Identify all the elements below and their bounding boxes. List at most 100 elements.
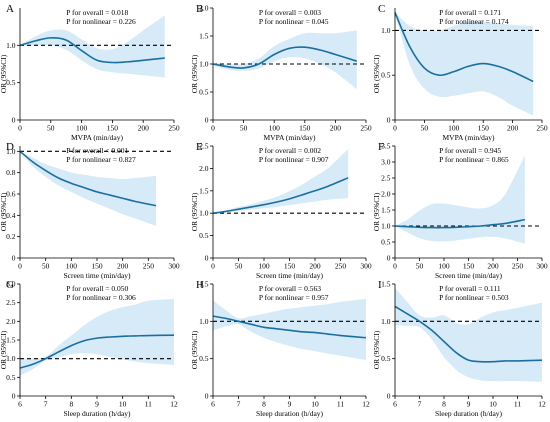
panel-c: C 0 50 100 150 200 250 0 0.5 1.0 MVPA (min/day) OR … — [372, 3, 548, 142]
x-tick-label: 100 — [438, 262, 450, 271]
x-tick-label: 50 — [416, 262, 424, 271]
y-tick-label: 1.5 — [381, 206, 391, 215]
p-overall-text: P for overall = 0.563 — [259, 284, 321, 293]
y-tick-label: 0 — [205, 392, 209, 401]
p-nonlinear-text: P for nonlinear = 0.827 — [66, 155, 136, 164]
x-tick-label: 50 — [42, 262, 50, 271]
y-axis-title: OR (95%CI) — [190, 192, 199, 231]
p-nonlinear-text: P for nonlinear = 0.907 — [259, 155, 329, 164]
y-axis-title: OR (95%CI) — [0, 192, 8, 231]
p-overall-text: P for overall = 0.171 — [439, 8, 501, 17]
p-nonlinear-text: P for nonlinear = 0.174 — [439, 17, 509, 26]
y-axis-title: OR (95%CI) — [190, 54, 199, 93]
panel-letter: G — [6, 279, 14, 291]
x-axis-title: Screen time (min/day) — [63, 271, 131, 280]
y-tick-label: 0 — [387, 116, 391, 125]
y-tick-label: 1.0 — [6, 147, 16, 156]
x-tick-label: 150 — [284, 262, 296, 271]
ci-band — [213, 149, 349, 214]
ci-band — [395, 155, 525, 244]
x-tick-label: 300 — [168, 262, 180, 271]
x-tick-label: 0 — [18, 262, 22, 271]
x-tick-label: 150 — [107, 124, 119, 133]
y-tick-label: 2.5 — [199, 142, 209, 151]
x-tick-label: 100 — [258, 262, 270, 271]
panel-letter: A — [6, 3, 14, 15]
p-nonlinear-text: P for nonlinear = 0.306 — [66, 293, 136, 302]
y-tick-label: 1.0 — [381, 317, 391, 326]
y-tick-label: 2.5 — [6, 298, 16, 307]
y-axis-title: OR (95%CI) — [372, 192, 381, 231]
x-tick-label: 250 — [143, 262, 155, 271]
or-curve — [394, 12, 534, 83]
x-tick-label: 10 — [311, 400, 319, 409]
y-tick-label: 1.0 — [199, 317, 209, 326]
panel-g: G 6 7 8 9 10 11 12 0 0.5 1.0 1.5 2.0 2.5 3.0 Sleep dura… — [0, 279, 178, 418]
ci-band — [213, 30, 357, 90]
x-tick-label: 100 — [66, 262, 78, 271]
y-tick-label: 1.0 — [199, 209, 209, 218]
x-tick-label: 300 — [360, 262, 372, 271]
x-tick-label: 50 — [47, 124, 55, 133]
x-tick-label: 11 — [145, 400, 152, 409]
p-overall-text: P for overall = 0.050 — [66, 284, 128, 293]
x-tick-label: 100 — [448, 124, 460, 133]
panel-letter: I — [378, 279, 382, 291]
ci-band — [395, 12, 534, 116]
panel-letter: C — [378, 3, 385, 15]
panel-letter: H — [196, 279, 204, 291]
p-nonlinear-text: P for nonlinear = 0.865 — [439, 155, 509, 164]
panel-d: D 0 50 100 150 200 250 300 0 0.2 0.4 0.6 0.8 1.0 Scree… — [0, 141, 180, 280]
y-tick-label: 1.0 — [6, 41, 16, 50]
x-axis-title: Sleep duration (h/day) — [256, 409, 324, 418]
y-tick-label: 0 — [205, 254, 209, 263]
x-tick-label: 8 — [262, 400, 266, 409]
y-tick-label: 2.5 — [381, 174, 391, 183]
x-tick-label: 11 — [337, 400, 344, 409]
panel-letter: D — [6, 141, 14, 153]
p-nonlinear-text: P for nonlinear = 0.226 — [66, 17, 136, 26]
y-tick-label: 1.5 — [6, 336, 16, 345]
y-tick-label: 2.0 — [199, 4, 209, 13]
p-overall-text: P for overall = 0.945 — [439, 146, 501, 155]
x-axis-title: Sleep duration (h/day) — [63, 409, 131, 418]
y-tick-label: 2.0 — [199, 164, 209, 173]
x-tick-label: 6 — [18, 400, 22, 409]
panel-letter: E — [196, 141, 203, 153]
y-tick-label: 1.0 — [6, 354, 16, 363]
x-tick-label: 150 — [299, 124, 311, 133]
y-tick-label: 0 — [12, 254, 16, 263]
y-tick-label: 0.4 — [6, 211, 16, 220]
x-tick-label: 200 — [330, 124, 342, 133]
x-tick-label: 200 — [487, 262, 499, 271]
x-tick-label: 50 — [235, 262, 243, 271]
x-tick-label: 50 — [240, 124, 248, 133]
y-axis-title: OR (95%CI) — [372, 330, 381, 369]
x-tick-label: 7 — [418, 400, 422, 409]
x-tick-label: 250 — [335, 262, 347, 271]
p-nonlinear-text: P for nonlinear = 0.045 — [259, 17, 329, 26]
x-tick-label: 100 — [76, 124, 88, 133]
y-tick-label: 0 — [12, 116, 16, 125]
y-tick-label: 1.5 — [199, 280, 209, 289]
x-tick-label: 8 — [69, 400, 73, 409]
x-tick-label: 9 — [467, 400, 471, 409]
x-tick-label: 6 — [393, 400, 397, 409]
x-tick-label: 7 — [44, 400, 48, 409]
y-tick-label: 0 — [12, 392, 16, 401]
x-tick-label: 12 — [362, 400, 370, 409]
x-tick-label: 250 — [360, 124, 372, 133]
x-axis-title: MVPA (min/day) — [71, 133, 124, 142]
panel-b: B 0 50 100 150 200 250 0 0.5 1.0 1.5 2.0 MVPA (min/d… — [190, 3, 372, 142]
x-tick-label: 0 — [393, 124, 397, 133]
p-overall-text: P for overall = 0.111 — [439, 284, 501, 293]
x-tick-label: 250 — [168, 124, 180, 133]
x-tick-label: 10 — [119, 400, 127, 409]
p-overall-text: P for overall = 0.018 — [66, 8, 128, 17]
panel-letter: B — [196, 3, 203, 15]
y-tick-label: 1.0 — [199, 60, 209, 69]
or-curve — [394, 305, 543, 363]
y-tick-label: 2.0 — [6, 317, 16, 326]
y-tick-label: 0.5 — [199, 231, 209, 240]
